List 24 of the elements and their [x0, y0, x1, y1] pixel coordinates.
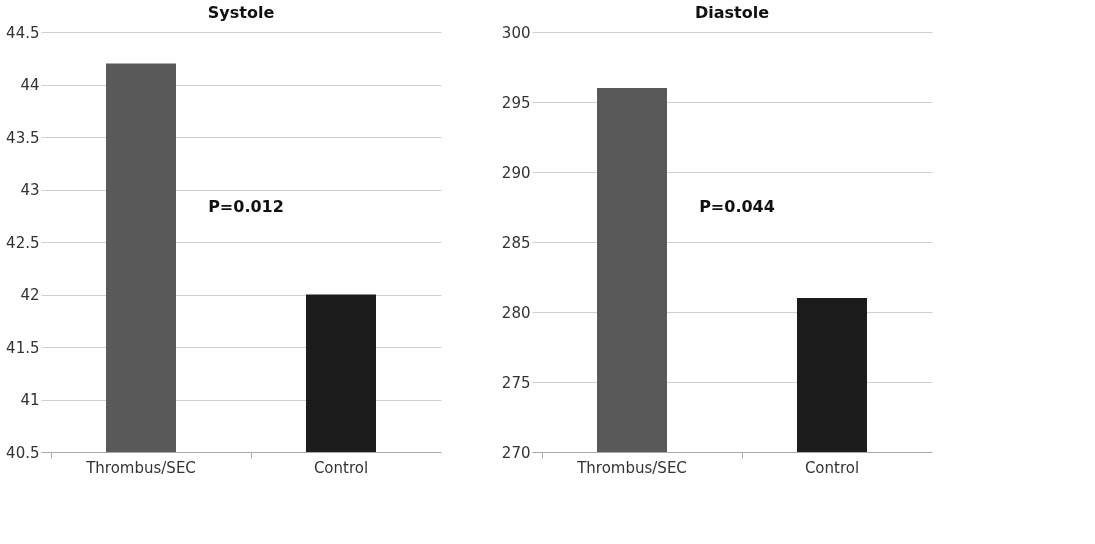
annotation: P=0.012: [208, 197, 284, 216]
y-tick-label: 44.5: [6, 23, 40, 42]
x-tick-label: Thrombus/SEC: [85, 458, 196, 477]
y-tick-label: 43: [20, 181, 40, 199]
y-tick-label: 44: [20, 76, 40, 94]
chart-title: Systole: [207, 3, 275, 22]
x-tick-label: Control: [804, 458, 860, 477]
y-tick-label: 40.5: [6, 443, 40, 462]
x-tick-label: Control: [313, 458, 369, 477]
y-tick-label: 285: [501, 233, 531, 252]
annotation: P=0.044: [699, 197, 775, 216]
y-tick-label: 41: [20, 391, 40, 409]
y-tick-label: 43.5: [6, 128, 40, 147]
y-tick-label: 42.5: [6, 233, 40, 252]
chart-title: Diastole: [694, 3, 770, 22]
y-tick-label: 275: [501, 373, 531, 392]
y-tick-label: 41.5: [6, 338, 40, 357]
y-tick-label: 290: [501, 163, 531, 182]
y-tick-label: 42: [20, 286, 40, 304]
y-tick-label: 300: [501, 23, 531, 42]
y-tick-label: 280: [501, 303, 531, 322]
x-tick-label: Thrombus/SEC: [576, 458, 687, 477]
y-tick-label: 270: [501, 443, 531, 462]
y-tick-label: 295: [501, 93, 531, 112]
